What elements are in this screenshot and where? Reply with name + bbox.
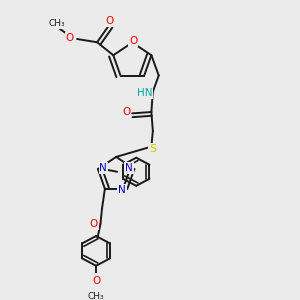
Text: O: O [90,219,98,230]
Text: O: O [122,107,130,117]
Text: CH₃: CH₃ [48,19,65,28]
Text: O: O [105,16,114,26]
Text: S: S [149,144,156,154]
Text: HN: HN [137,88,152,98]
Text: N: N [118,185,126,195]
Text: O: O [66,33,74,43]
Text: CH₃: CH₃ [88,292,104,300]
Text: N: N [125,163,133,173]
Text: O: O [92,277,100,286]
Text: O: O [129,36,137,46]
Text: N: N [99,163,107,173]
